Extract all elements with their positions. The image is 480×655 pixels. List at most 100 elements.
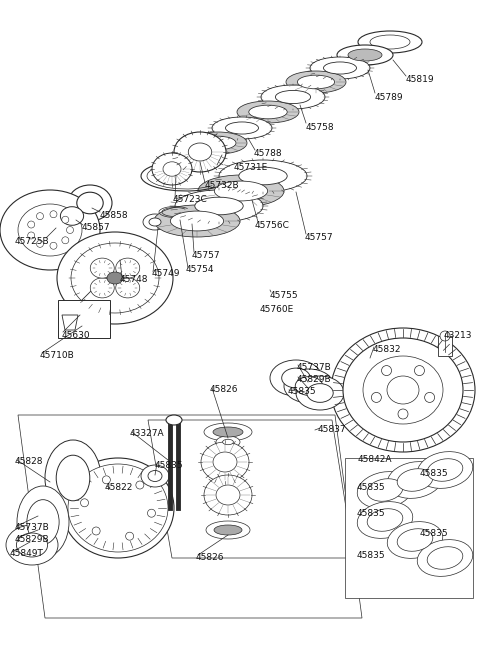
Ellipse shape bbox=[76, 471, 160, 545]
Ellipse shape bbox=[195, 197, 243, 215]
Circle shape bbox=[414, 365, 424, 375]
Ellipse shape bbox=[357, 472, 413, 508]
Circle shape bbox=[62, 216, 69, 223]
Ellipse shape bbox=[16, 533, 48, 557]
Ellipse shape bbox=[204, 475, 252, 515]
Text: 45835: 45835 bbox=[420, 529, 449, 538]
Text: 45849T: 45849T bbox=[10, 550, 44, 559]
Ellipse shape bbox=[295, 377, 323, 396]
Circle shape bbox=[147, 509, 156, 517]
Ellipse shape bbox=[68, 464, 168, 552]
Text: 45737B: 45737B bbox=[297, 364, 332, 373]
Ellipse shape bbox=[141, 465, 169, 487]
Circle shape bbox=[102, 476, 110, 484]
Text: 45835: 45835 bbox=[357, 550, 385, 559]
Circle shape bbox=[440, 331, 450, 341]
Ellipse shape bbox=[298, 75, 335, 89]
Ellipse shape bbox=[276, 90, 311, 103]
Ellipse shape bbox=[337, 45, 393, 65]
Text: 45760E: 45760E bbox=[260, 305, 294, 314]
Bar bbox=[438, 336, 452, 356]
Ellipse shape bbox=[343, 338, 463, 442]
Text: 43327A: 43327A bbox=[130, 430, 165, 438]
Ellipse shape bbox=[0, 190, 100, 270]
Circle shape bbox=[382, 365, 392, 375]
Text: 45826: 45826 bbox=[210, 386, 239, 394]
Circle shape bbox=[81, 499, 88, 507]
Ellipse shape bbox=[249, 105, 287, 119]
Ellipse shape bbox=[358, 31, 422, 53]
Text: 45731E: 45731E bbox=[234, 164, 268, 172]
Circle shape bbox=[36, 240, 44, 248]
Text: 45842A: 45842A bbox=[358, 455, 393, 464]
Circle shape bbox=[136, 481, 144, 489]
Ellipse shape bbox=[370, 35, 410, 49]
Ellipse shape bbox=[6, 525, 58, 565]
Ellipse shape bbox=[387, 521, 443, 558]
Ellipse shape bbox=[223, 440, 233, 445]
Circle shape bbox=[28, 221, 35, 228]
Ellipse shape bbox=[427, 458, 463, 481]
Text: 45723C: 45723C bbox=[173, 195, 208, 204]
Ellipse shape bbox=[226, 122, 259, 134]
Ellipse shape bbox=[68, 185, 112, 221]
Ellipse shape bbox=[189, 132, 247, 154]
Ellipse shape bbox=[237, 101, 299, 123]
Ellipse shape bbox=[170, 211, 224, 231]
Ellipse shape bbox=[57, 232, 173, 324]
Bar bbox=[58, 300, 110, 338]
Circle shape bbox=[36, 213, 44, 219]
Ellipse shape bbox=[116, 258, 140, 278]
Ellipse shape bbox=[261, 85, 325, 109]
Text: 45754: 45754 bbox=[186, 265, 215, 274]
Text: 45737B: 45737B bbox=[15, 523, 50, 533]
Ellipse shape bbox=[239, 167, 287, 185]
Ellipse shape bbox=[188, 143, 212, 161]
Text: 45835: 45835 bbox=[420, 470, 449, 479]
Text: 45789: 45789 bbox=[375, 92, 404, 102]
Text: 45858: 45858 bbox=[100, 210, 129, 219]
Ellipse shape bbox=[324, 62, 357, 74]
Ellipse shape bbox=[397, 529, 433, 552]
Ellipse shape bbox=[367, 509, 403, 531]
Circle shape bbox=[50, 242, 57, 250]
Text: 45826: 45826 bbox=[196, 553, 225, 561]
Text: 45748: 45748 bbox=[120, 274, 148, 284]
Text: 45837: 45837 bbox=[318, 426, 347, 434]
Text: 45756C: 45756C bbox=[255, 221, 290, 229]
Text: 45835: 45835 bbox=[155, 460, 184, 470]
Ellipse shape bbox=[90, 258, 114, 278]
Ellipse shape bbox=[331, 328, 475, 452]
Polygon shape bbox=[62, 315, 78, 330]
Ellipse shape bbox=[198, 175, 284, 207]
Ellipse shape bbox=[52, 200, 92, 232]
Text: 45819: 45819 bbox=[406, 75, 434, 84]
Text: 45758: 45758 bbox=[306, 122, 335, 132]
Ellipse shape bbox=[62, 458, 174, 558]
Ellipse shape bbox=[18, 204, 82, 256]
Text: 45788: 45788 bbox=[254, 149, 283, 157]
Ellipse shape bbox=[45, 440, 101, 516]
Circle shape bbox=[398, 409, 408, 419]
Ellipse shape bbox=[154, 205, 240, 237]
Ellipse shape bbox=[206, 521, 250, 539]
Ellipse shape bbox=[216, 436, 240, 448]
Ellipse shape bbox=[60, 207, 84, 225]
Text: 45829B: 45829B bbox=[297, 375, 332, 384]
Text: 45757: 45757 bbox=[305, 233, 334, 242]
Ellipse shape bbox=[152, 153, 192, 185]
Text: 45835: 45835 bbox=[357, 483, 385, 493]
Ellipse shape bbox=[296, 376, 344, 410]
Ellipse shape bbox=[348, 49, 382, 61]
Ellipse shape bbox=[310, 57, 370, 79]
Ellipse shape bbox=[286, 71, 346, 93]
Ellipse shape bbox=[216, 485, 240, 505]
Text: 45835: 45835 bbox=[357, 508, 385, 517]
Text: 45732B: 45732B bbox=[205, 181, 240, 189]
Ellipse shape bbox=[417, 540, 473, 576]
Circle shape bbox=[50, 211, 57, 217]
Polygon shape bbox=[18, 415, 362, 618]
Ellipse shape bbox=[200, 136, 236, 150]
Ellipse shape bbox=[174, 132, 226, 172]
Ellipse shape bbox=[166, 415, 182, 425]
